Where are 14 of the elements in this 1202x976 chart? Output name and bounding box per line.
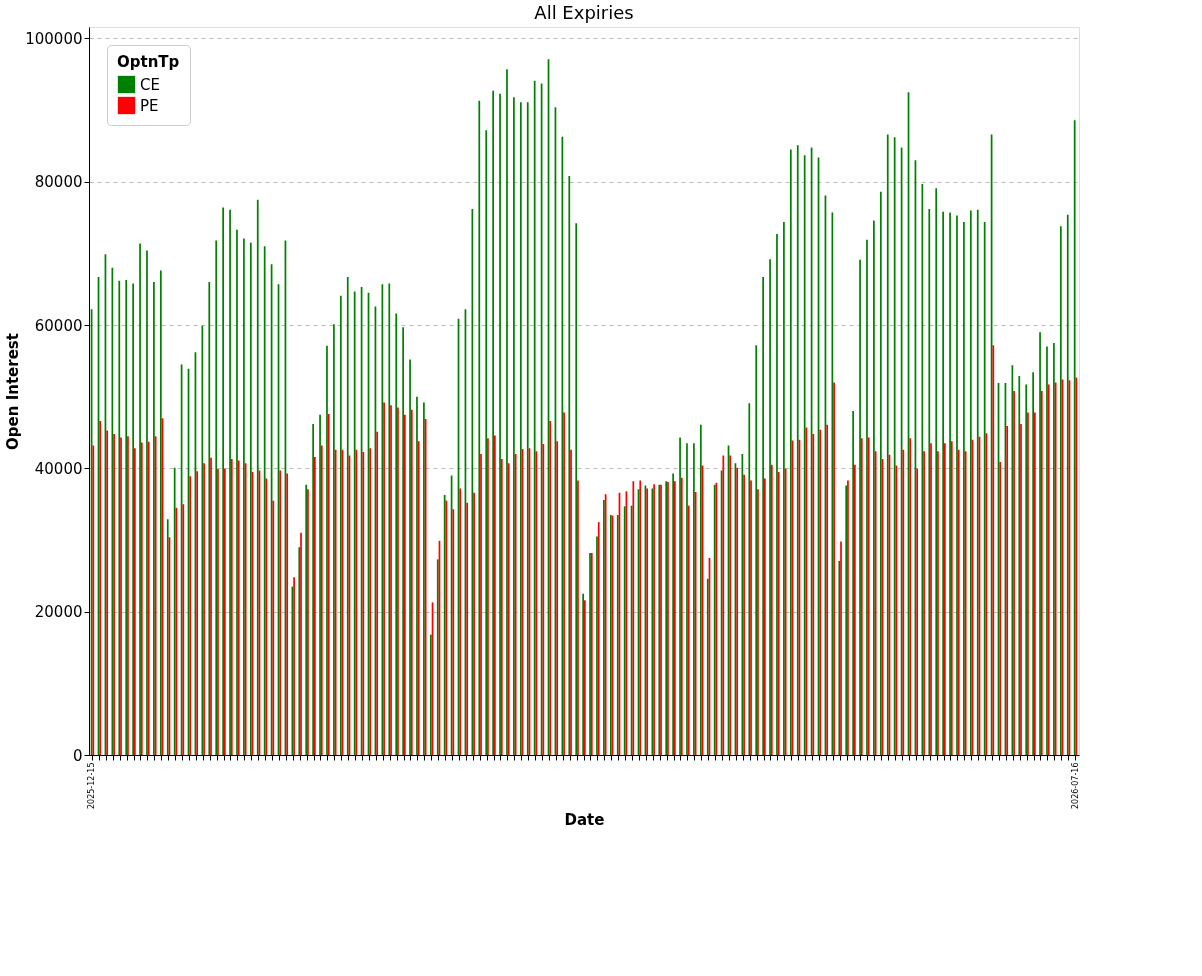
y-tick-label: 20000 <box>34 603 83 622</box>
y-tick-label: 80000 <box>34 173 83 192</box>
x-axis-title: Date <box>564 810 605 829</box>
y-tick-label: 100000 <box>25 29 83 48</box>
y-tick-label: 0 <box>72 746 83 765</box>
legend-title: OptnTp <box>117 53 180 71</box>
y-axis-title: Open Interest <box>4 333 23 450</box>
x-tick-label: 2026-07-16 <box>1070 762 1080 809</box>
chart-title: All Expiries <box>534 2 634 23</box>
legend-label: PE <box>140 96 159 115</box>
y-tick-label: 40000 <box>34 459 83 478</box>
x-tick-label: 2025-12-15 <box>87 762 97 809</box>
legend-label: CE <box>140 75 160 94</box>
y-tick-label: 60000 <box>34 316 83 335</box>
